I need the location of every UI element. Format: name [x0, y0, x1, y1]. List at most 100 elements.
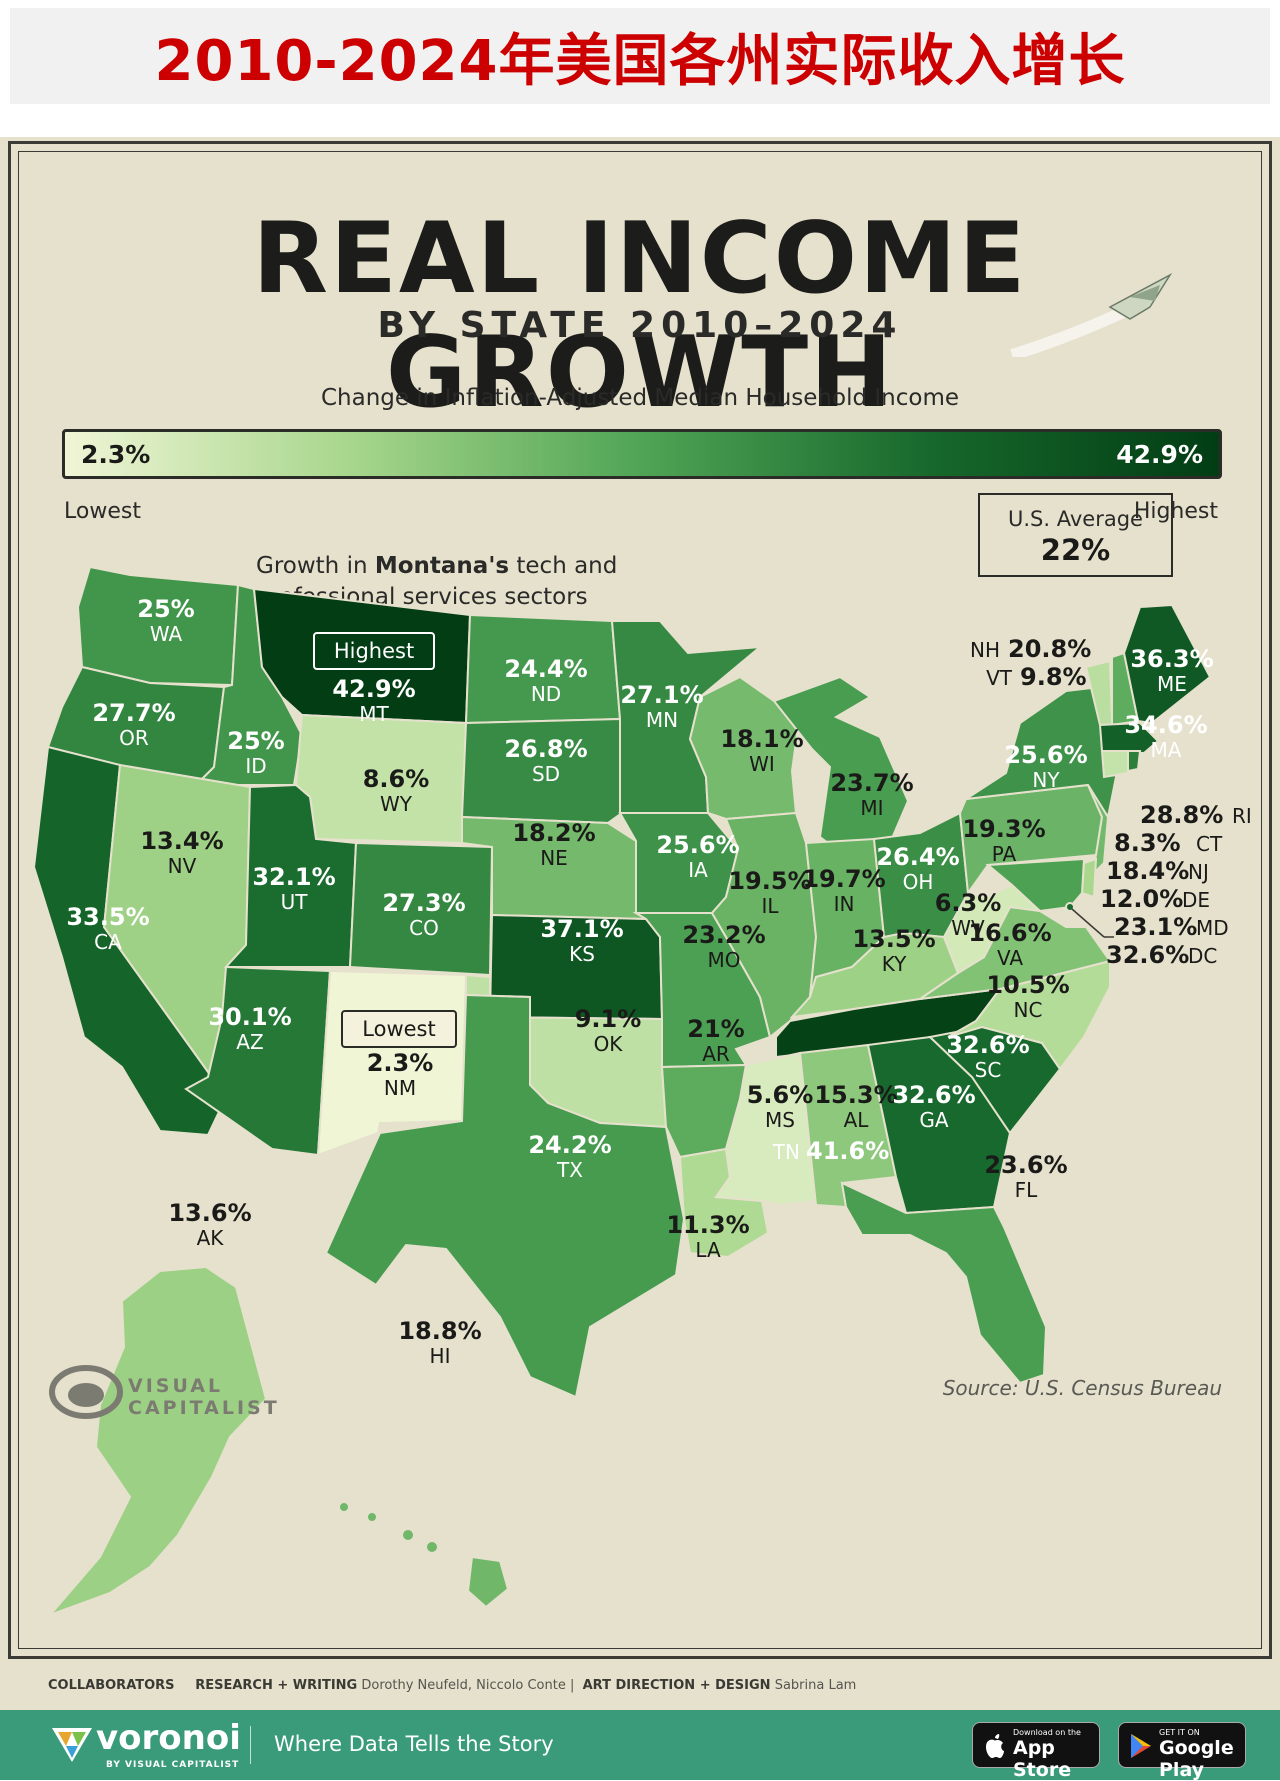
state-value-VA: 16.6% [968, 919, 1051, 947]
highest-tag: Highest [334, 639, 414, 663]
state-value-FL: 23.6% [984, 1151, 1067, 1179]
us-average-label: U.S. Average [1008, 507, 1143, 531]
state-abbr-TN: TN [772, 1140, 800, 1164]
state-abbr-CT: CT [1196, 832, 1223, 856]
voronoi-brand[interactable]: voronoi [96, 1718, 241, 1758]
state-abbr-SD: SD [532, 762, 560, 786]
state-abbr-NJ: NJ [1188, 860, 1209, 884]
state-value-MT: 42.9% [332, 675, 415, 703]
state-labels: 25%WA27.7%OR33.5%CA25%ID13.4%NV42.9%MT8.… [66, 595, 1251, 1368]
app-store-small: Download on the [1013, 1728, 1081, 1737]
state-value-NE: 18.2% [512, 819, 595, 847]
poster-frame-outer [8, 141, 1272, 1659]
state-abbr-NE: NE [540, 846, 568, 870]
page-banner: 2010-2024年美国各州实际收入增长 [10, 8, 1270, 104]
state-abbr-KS: KS [569, 942, 595, 966]
state-value-KS: 37.1% [540, 915, 623, 943]
state-abbr-ID: ID [245, 754, 266, 778]
state-abbr-AK: AK [197, 1226, 225, 1250]
state-abbr-UT: UT [281, 890, 309, 914]
state-abbr-ND: ND [531, 682, 561, 706]
state-AK [46, 1265, 268, 1618]
state-abbr-OR: OR [119, 726, 149, 750]
state-abbr-MS: MS [765, 1108, 795, 1132]
legend-min-value: 2.3% [81, 440, 151, 469]
infographic-poster: REAL INCOME GROWTH BY STATE 2010–2024 Ch… [0, 137, 1280, 1710]
state-abbr-DC: DC [1188, 944, 1217, 968]
state-abbr-SC: SC [975, 1058, 1002, 1082]
state-abbr-WA: WA [150, 622, 183, 646]
state-abbr-MN: MN [646, 708, 678, 732]
state-value-ND: 24.4% [504, 655, 587, 683]
state-value-OR: 27.7% [92, 699, 175, 727]
legend-title: Change in Inflation-Adjusted Median Hous… [320, 385, 960, 411]
visual-capitalist-wordmark: VISUAL CAPITALIST [128, 1375, 280, 1419]
credits: COLLABORATORS RESEARCH + WRITING Dorothy… [48, 1678, 857, 1693]
state-NC [947, 959, 1111, 1071]
state-MI [772, 675, 910, 851]
money-plane-icon [1010, 273, 1173, 357]
state-abbr-MO: MO [708, 948, 741, 972]
state-abbr-HI: HI [430, 1344, 451, 1368]
state-value-WA: 25% [137, 595, 194, 623]
state-abbr-IA: IA [688, 858, 708, 882]
credits-research-label: RESEARCH + WRITING [195, 1678, 358, 1693]
state-HI [466, 1555, 510, 1609]
app-store-button[interactable]: Download on the App Store [972, 1722, 1100, 1781]
state-value-TX: 24.2% [528, 1131, 611, 1159]
state-abbr-VA: VA [997, 946, 1023, 970]
credits-design: Sabrina Lam [774, 1678, 857, 1693]
state-abbr-NV: NV [168, 854, 197, 878]
us-average-value: 22% [1040, 533, 1111, 567]
state-value-KY: 13.5% [852, 925, 935, 953]
hawaii-island [425, 1540, 439, 1554]
hawaii-island [338, 1501, 350, 1513]
state-value-DE: 12.0% [1100, 885, 1183, 913]
state-value-ME: 36.3% [1130, 645, 1213, 673]
hawaii-island [366, 1511, 378, 1523]
footer-tagline: Where Data Tells the Story [274, 1732, 554, 1756]
banner-title: 2010-2024年美国各州实际收入增长 [154, 28, 1126, 94]
google-play-icon [1131, 1734, 1151, 1758]
lowest-tag-box [341, 1010, 457, 1048]
state-abbr-WV: WV [951, 916, 985, 940]
state-value-DC: 32.6% [1106, 941, 1189, 969]
state-value-NH: 20.8% [1008, 635, 1091, 663]
state-value-RI: 28.8% [1140, 801, 1223, 829]
state-abbr-RI: RI [1232, 804, 1252, 828]
state-value-SD: 26.8% [504, 735, 587, 763]
state-IA [618, 812, 740, 914]
state-abbr-NM: NM [384, 1076, 416, 1100]
poster-frame-inner [18, 151, 1262, 1649]
state-value-IA: 25.6% [656, 831, 739, 859]
state-abbr-IL: IL [761, 894, 779, 918]
state-value-ID: 25% [227, 727, 284, 755]
state-value-NV: 13.4% [140, 827, 223, 855]
state-abbr-MT: MT [359, 702, 389, 726]
state-value-OK: 9.1% [575, 1005, 642, 1033]
state-abbr-MA: MA [1151, 738, 1182, 762]
state-value-TN: 41.6% [806, 1137, 889, 1165]
credits-research: Dorothy Neufeld, Niccolo Conte [361, 1678, 566, 1693]
apple-icon [986, 1734, 1004, 1758]
state-ME [1122, 603, 1212, 725]
state-abbr-KY: KY [882, 952, 907, 976]
state-abbr-MI: MI [860, 796, 883, 820]
state-value-UT: 32.1% [252, 863, 335, 891]
legend-gradient-bar: 2.3% 42.9% [62, 429, 1222, 479]
state-MA [1098, 721, 1160, 755]
legend-max-value: 42.9% [1116, 440, 1203, 469]
state-value-NY: 25.6% [1004, 741, 1087, 769]
state-value-AR: 21% [687, 1015, 744, 1043]
footer-divider [250, 1726, 251, 1764]
state-WA [76, 565, 240, 687]
state-value-MS: 5.6% [747, 1081, 814, 1109]
state-abbr-NY: NY [1032, 768, 1060, 792]
state-TX [324, 993, 686, 1399]
state-abbr-FL: FL [1015, 1178, 1039, 1202]
callout-text-before: Growth in [256, 553, 375, 579]
google-play-button[interactable]: GET IT ON Google Play [1118, 1722, 1246, 1781]
state-abbr-ME: ME [1157, 672, 1187, 696]
state-value-CA: 33.5% [66, 903, 149, 931]
state-value-PA: 19.3% [962, 815, 1045, 843]
